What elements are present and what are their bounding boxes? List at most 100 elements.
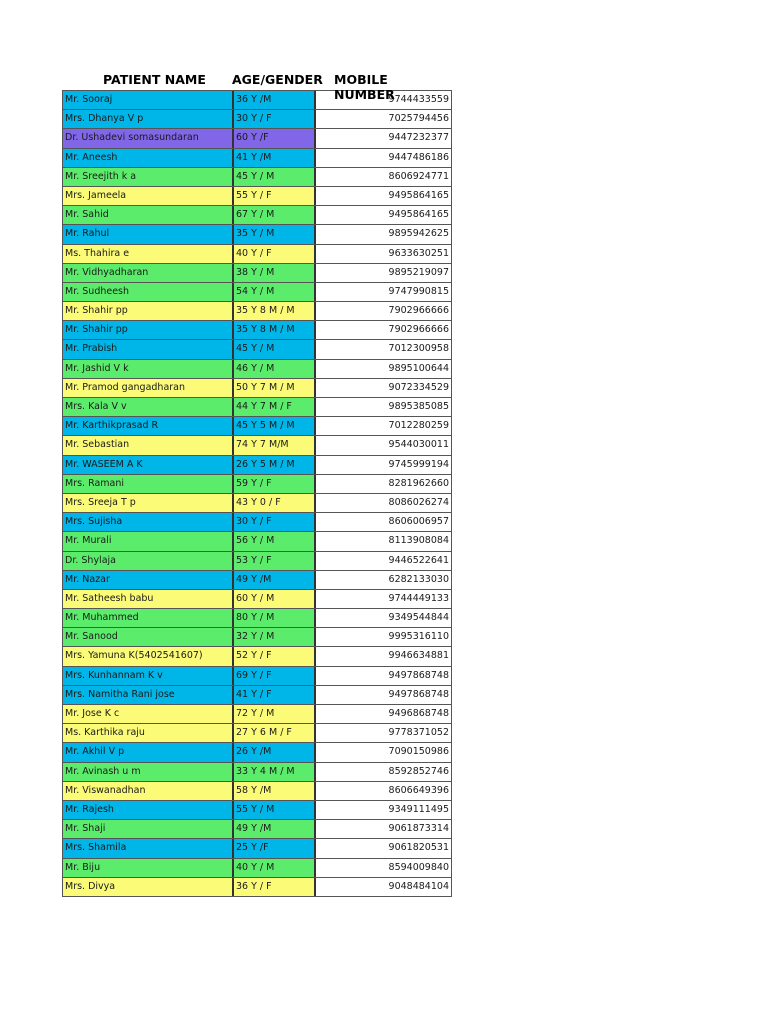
mobile-number-cell: 7012280259 [316,417,451,436]
table-row: Mr. Sreejith k a 45 Y / M 8606924771 [63,166,451,186]
mobile-number-cell: 9895219097 [316,263,451,282]
table-row: Mrs. Namitha Rani jose 41 Y / F 9497868748 [63,684,451,704]
table-row: Mr. WASEEM A K 26 Y 5 M / M 9745999194 [63,454,451,474]
table-row: Mr. Muhammed 80 Y / M 9349544844 [63,608,451,628]
mobile-number-cell: 9061820531 [316,839,451,858]
patient-name-cell: Mr. Shahir pp [63,321,232,340]
age-gender-cell: 52 Y / F [232,647,316,666]
table-row: Mrs. Shamila 25 Y /F 9061820531 [63,838,451,858]
patient-name-cell: Mr. Shahir pp [63,302,232,321]
mobile-number-cell: 8086026274 [316,493,451,513]
patient-name-cell: Mr. Sreejith k a [63,167,232,186]
mobile-number-cell: 9349544844 [316,609,451,628]
age-gender-cell: 60 Y /F [232,129,316,148]
mobile-number-cell: 9895942625 [316,225,451,244]
age-gender-cell: 26 Y /M [232,743,316,762]
table-row: Mrs. Sujisha 30 Y / F 8606006957 [63,512,451,532]
patient-name-cell: Mr. Shaji [63,820,232,839]
header-patient-name: PATIENT NAME [103,72,206,87]
table-row: Dr. Ushadevi somasundaran 60 Y /F 94472323… [63,128,451,148]
table-row: Dr. Shylaja 53 Y / F 9446522641 [63,550,451,570]
mobile-number-cell: 9946634881 [316,647,451,666]
age-gender-cell: 26 Y 5 M / M [232,455,316,474]
age-gender-cell: 50 Y 7 M / M [232,378,316,397]
patient-name-cell: Mr. Karthikprasad R [63,417,232,436]
table-row: Ms. Karthika raju 27 Y 6 M / F 9778371052 [63,723,451,743]
table-row: Mr. Vidhyadharan 38 Y / M 9895219097 [63,262,451,282]
table-row: Ms. Thahira e 40 Y / F 9633630251 [63,243,451,263]
patient-name-cell: Mr. Sanood [63,628,232,647]
patient-name-cell: Mr. WASEEM A K [63,455,232,474]
table-body: Mr. Sooraj 36 Y /M 9744433559 Mrs. Dhanya V… [62,90,452,897]
patient-name-cell: Mr. Rajesh [63,800,232,820]
mobile-number-cell: 9446522641 [316,551,451,570]
mobile-number-cell: 9061873314 [316,820,451,839]
age-gender-cell: 40 Y / F [232,244,316,263]
table-row: Mr. Shaji 49 Y /M 9061873314 [63,819,451,839]
age-gender-cell: 43 Y 0 / F [232,493,316,513]
table-row: Mr. Rajesh 55 Y / M 9349111495 [63,799,451,820]
mobile-number-cell: 9497868748 [316,666,451,685]
age-gender-cell: 35 Y 8 M / M [232,321,316,340]
age-gender-cell: 54 Y / M [232,282,316,302]
table-row: Mr. Pramod gangadharan 50 Y 7 M / M 907233… [63,377,451,397]
table-row: Mr. Satheesh babu 60 Y / M 9744449133 [63,588,451,609]
mobile-number-cell: 9048484104 [316,877,451,896]
patient-name-cell: Mrs. Yamuna K(5402541607) [63,647,232,666]
age-gender-cell: 40 Y / M [232,858,316,877]
table-row: Mr. Nazar 49 Y /M 6282133030 [63,569,451,589]
table-row: Mr. Akhil V p 26 Y /M 7090150986 [63,742,451,762]
age-gender-cell: 80 Y / M [232,609,316,628]
patient-name-cell: Ms. Karthika raju [63,724,232,743]
patient-name-cell: Mrs. Divya [63,877,232,896]
age-gender-cell: 30 Y / F [232,513,316,532]
mobile-number-cell: 9544030011 [316,436,451,455]
mobile-number-cell: 9745999194 [316,455,451,474]
age-gender-cell: 58 Y /M [232,781,316,800]
patient-name-cell: Mr. Akhil V p [63,743,232,762]
table-row: Mr. Aneesh 41 Y /M 9447486186 [63,147,451,167]
patient-name-cell: Mr. Sebastian [63,436,232,455]
patient-name-cell: Mrs. Jameela [63,186,232,206]
table-row: Mrs. Yamuna K(5402541607) 52 Y / F 9946634… [63,646,451,666]
age-gender-cell: 33 Y 4 M / M [232,762,316,781]
patient-name-cell: Mr. Vidhyadharan [63,263,232,282]
mobile-number-cell: 7902966666 [316,321,451,340]
patient-name-cell: Dr. Ushadevi somasundaran [63,129,232,148]
mobile-number-cell: 9895100644 [316,359,451,378]
table-row: Mr. Sahid 67 Y / M 9495864165 [63,205,451,225]
mobile-number-cell: 8113908084 [316,532,451,551]
mobile-number-cell: 9744433559 [316,91,451,110]
age-gender-cell: 35 Y / M [232,225,316,244]
mobile-number-cell: 9447232377 [316,129,451,148]
age-gender-cell: 35 Y 8 M / M [232,302,316,321]
patient-name-cell: Mr. Sooraj [63,91,232,110]
patient-name-cell: Mr. Jashid V k [63,359,232,378]
table-row: Mr. Avinash u m 33 Y 4 M / M 8592852746 [63,761,451,781]
mobile-number-cell: 9995316110 [316,628,451,647]
patient-name-cell: Mr. Jose K c [63,705,232,724]
mobile-number-cell: 7090150986 [316,743,451,762]
patient-name-cell: Mrs. Ramani [63,474,232,493]
header-mobile-number: MOBILE NUMBER [334,72,395,102]
patient-name-cell: Ms. Thahira e [63,244,232,263]
table-row: Mr. Shahir pp 35 Y 8 M / M 7902966666 [63,320,451,340]
mobile-number-cell: 9496868748 [316,705,451,724]
age-gender-cell: 44 Y 7 M / F [232,398,316,417]
mobile-number-cell: 7902966666 [316,302,451,321]
patient-name-cell: Mrs. Kala V v [63,398,232,417]
table-row: Mr. Jose K c 72 Y / M 9496868748 [63,704,451,724]
table-row: Mr. Sebastian 74 Y 7 M/M 9544030011 [63,435,451,455]
patient-name-cell: Mr. Sudheesh [63,282,232,302]
patient-name-cell: Dr. Shylaja [63,551,232,570]
patient-name-cell: Mrs. Dhanya V p [63,110,232,129]
mobile-number-cell: 9895385085 [316,398,451,417]
patient-name-cell: Mr. Sahid [63,206,232,225]
mobile-number-cell: 9744449133 [316,589,451,609]
age-gender-cell: 49 Y /M [232,820,316,839]
age-gender-cell: 38 Y / M [232,263,316,282]
mobile-number-cell: 6282133030 [316,570,451,589]
age-gender-cell: 60 Y / M [232,589,316,609]
age-gender-cell: 55 Y / F [232,186,316,206]
mobile-number-cell: 8606006957 [316,513,451,532]
